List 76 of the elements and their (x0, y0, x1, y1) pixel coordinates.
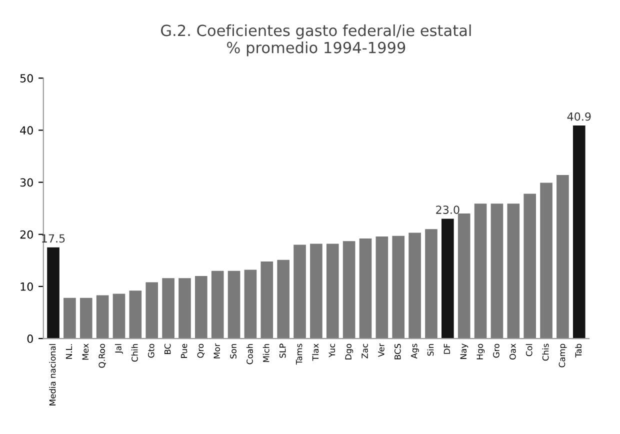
bar (178, 278, 191, 339)
x-tick-label: Tlax (312, 344, 319, 361)
x-tick-label: Gto (148, 344, 154, 358)
x-tick-label: Col (526, 344, 532, 356)
x-tick-label: Hgo (476, 344, 485, 360)
bar (162, 278, 174, 339)
bar (195, 276, 208, 339)
bar (277, 260, 290, 339)
bar (64, 298, 76, 339)
bar (129, 290, 142, 339)
bar (112, 294, 126, 339)
x-tick-label: Dgo (345, 344, 354, 360)
x-tick-label: BCS (394, 344, 401, 360)
bar (47, 247, 60, 339)
bar (392, 236, 405, 339)
x-tick-label: Camp (558, 344, 567, 368)
x-tick-label: Mex (82, 344, 89, 360)
y-tick-label: 0 (27, 334, 33, 343)
x-tick-label: N.L. (66, 344, 72, 359)
bar (326, 244, 339, 339)
data-label: 40.9 (567, 112, 591, 121)
bar (474, 204, 487, 339)
x-tick-label: Zac (362, 344, 368, 358)
bar (342, 241, 356, 339)
x-tick-label: Q.Roo (98, 344, 106, 368)
bar (310, 244, 322, 339)
x-tick-label: Tab (575, 344, 582, 358)
x-tick-label: Qro (197, 344, 205, 358)
x-tick-label: DF (444, 344, 450, 354)
bar (540, 182, 552, 339)
x-tick-label: Ags (411, 344, 419, 359)
y-tick-label: 30 (20, 178, 33, 187)
x-tick-label: Sin (427, 344, 434, 356)
bar (96, 295, 109, 339)
bar (376, 236, 388, 339)
bar (228, 270, 240, 339)
bar (556, 174, 569, 339)
x-tick-label: Tams (296, 344, 302, 365)
x-tick-label: Coah (246, 344, 253, 364)
x-tick-label: Pue (180, 344, 188, 358)
x-tick-label: Chis (542, 344, 549, 361)
y-tick-label: 10 (20, 282, 33, 291)
bar (211, 270, 224, 339)
x-tick-label: BC (164, 344, 171, 354)
bar (458, 214, 470, 339)
bar (572, 126, 586, 339)
bar (294, 244, 306, 339)
bar (490, 204, 504, 339)
x-tick-label: Gro (493, 344, 500, 358)
bar (507, 204, 520, 339)
x-tick-label: Ver (378, 343, 384, 357)
bar (244, 270, 257, 339)
bar (524, 194, 536, 339)
x-tick-label: Jal (114, 344, 123, 354)
y-tick-label: 50 (20, 74, 33, 82)
chart-title: G.2. Coeficientes gasto federal/ie estatal % promedio 1994-1999 (161, 24, 471, 56)
x-tick-label: Mich (262, 344, 270, 362)
x-tick-label: Mor (214, 343, 220, 358)
x-tick-label: Media nacional (49, 344, 56, 406)
bar (260, 261, 274, 339)
data-label: 17.5 (42, 234, 65, 243)
bar (442, 218, 454, 339)
x-tick-label: Chih (131, 344, 138, 362)
x-tick-label: Son (230, 344, 236, 358)
x-tick-label: Nay (460, 344, 468, 359)
bar (359, 238, 372, 339)
y-tick-label: 20 (20, 230, 33, 239)
data-label: 23.0 (436, 206, 460, 214)
bar (146, 282, 158, 339)
bar (408, 232, 421, 339)
bar (425, 229, 438, 339)
y-tick-label: 40 (20, 126, 33, 135)
bar (80, 298, 92, 339)
x-tick-label: Oax (510, 344, 516, 360)
x-tick-label: Yuc (328, 344, 336, 358)
x-tick-label: SLP (279, 344, 286, 358)
